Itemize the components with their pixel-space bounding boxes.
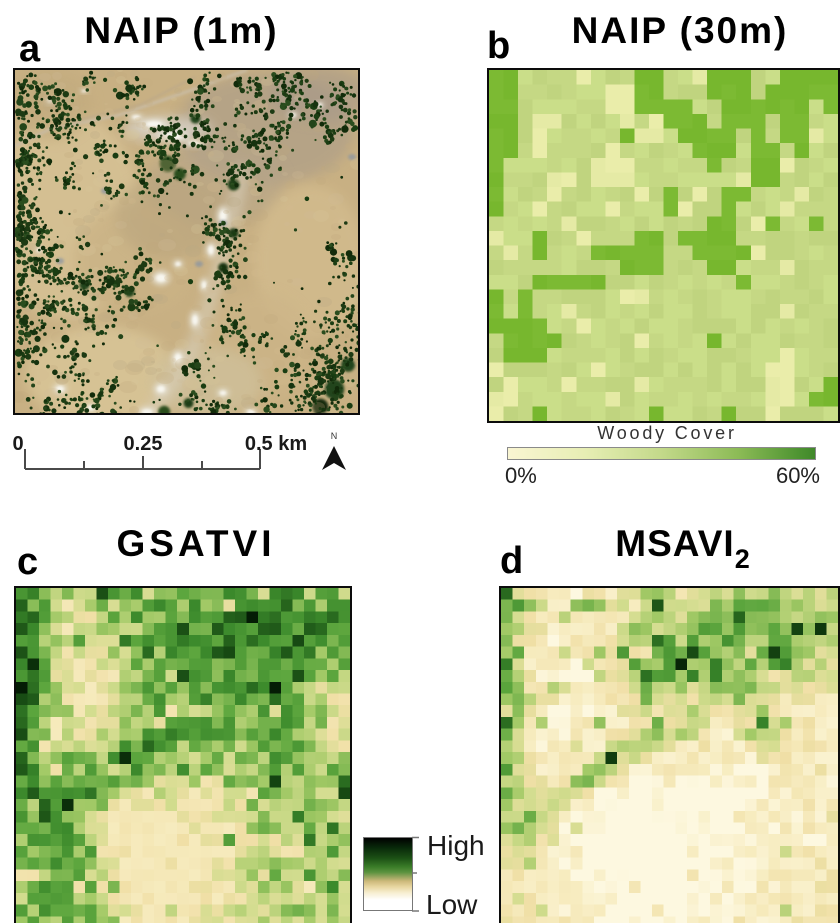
svg-text:0: 0 (12, 433, 23, 455)
svg-text:N: N (331, 431, 338, 441)
svg-text:0.25: 0.25 (124, 433, 163, 455)
svg-text:0.5 km: 0.5 km (245, 433, 307, 455)
